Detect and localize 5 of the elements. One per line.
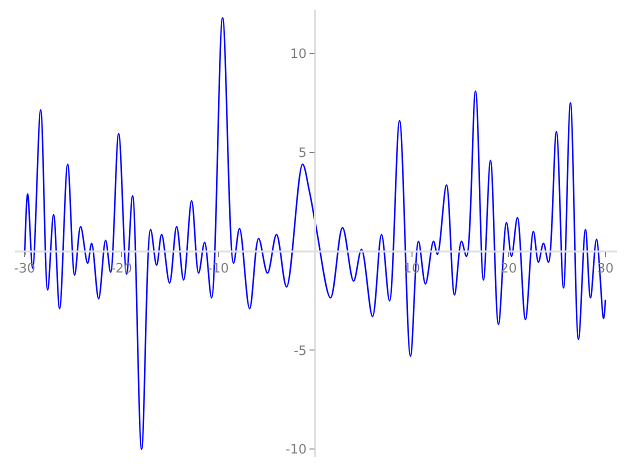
y-tick-label: 5 [298,146,307,161]
y-tick-label: -10 [285,442,307,458]
y-tick-label: 10 [290,47,307,62]
x-tick-label: -30 [14,262,36,277]
y-tick-label: -5 [294,344,307,359]
